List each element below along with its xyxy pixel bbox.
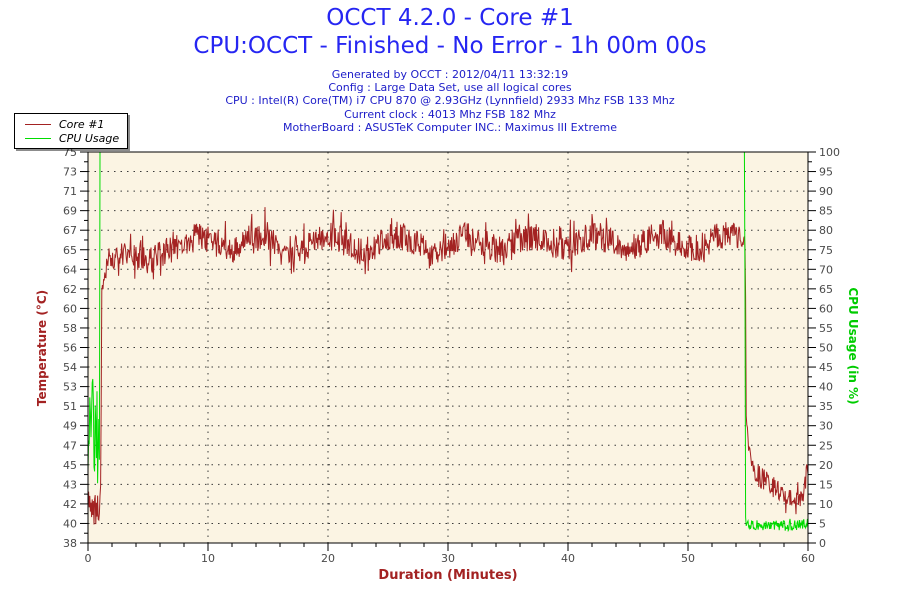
- legend-label-cpu-usage: CPU Usage: [59, 131, 120, 145]
- y-right-tick-label: 75: [819, 244, 833, 257]
- chart-title: OCCT 4.2.0 - Core #1: [326, 5, 574, 31]
- y-left-tick-label: 49: [63, 420, 77, 433]
- y-left-tick-label: 42: [63, 498, 77, 511]
- y-left-tick-label: 38: [63, 537, 77, 550]
- y-right-tick-label: 40: [819, 381, 833, 394]
- cpu-usage-line-swatch: [25, 137, 51, 139]
- y-left-tick-label: 67: [63, 224, 77, 237]
- x-tick-label: 50: [681, 552, 695, 565]
- y-right-tick-label: 20: [819, 459, 833, 472]
- core1-line-swatch: [25, 123, 51, 125]
- legend-item-cpu-usage: CPU Usage: [19, 131, 123, 145]
- info-line-clock: Current clock : 4013 Mhz FSB 182 Mhz: [344, 107, 556, 121]
- x-tick-label: 30: [441, 552, 455, 565]
- y-left-tick-label: 65: [63, 244, 77, 257]
- y-left-tick-label: 47: [63, 439, 77, 452]
- info-line-generated: Generated by OCCT : 2012/04/11 13:32:19: [331, 68, 569, 81]
- info-line-config: Config : Large Data Set, use all logical…: [328, 81, 572, 95]
- y-right-tick-label: 65: [819, 283, 833, 296]
- y-left-tick-label: 45: [63, 459, 77, 472]
- legend-label-core1: Core #1: [59, 117, 105, 131]
- y-right-tick-label: 60: [819, 302, 833, 315]
- y-right-tick-label: 10: [819, 498, 833, 511]
- x-tick-label: 60: [801, 552, 815, 565]
- y-left-tick-label: 62: [63, 283, 77, 296]
- right-axis-title: CPU Usage (in %): [846, 287, 860, 404]
- y-left-tick-label: 43: [63, 478, 77, 491]
- temperature-series-line: [87, 207, 809, 525]
- y-right-tick-label: 85: [819, 205, 833, 218]
- y-right-tick-label: 30: [819, 420, 833, 433]
- system-info-block: Generated by OCCT : 2012/04/11 13:32:19 …: [0, 68, 900, 134]
- y-left-tick-label: 58: [63, 322, 77, 335]
- y-right-tick-label: 15: [819, 478, 833, 491]
- y-right-tick-label: 90: [819, 185, 833, 198]
- y-right-tick-label: 80: [819, 224, 833, 237]
- x-tick-label: 20: [321, 552, 335, 565]
- y-right-tick-label: 25: [819, 439, 833, 452]
- y-right-tick-label: 100: [819, 146, 840, 159]
- x-tick-label: 40: [561, 552, 575, 565]
- y-left-tick-label: 54: [63, 361, 77, 374]
- legend-item-core1: Core #1: [19, 117, 123, 131]
- y-left-tick-label: 71: [63, 185, 77, 198]
- y-left-tick-label: 40: [63, 517, 77, 530]
- y-left-tick-label: 53: [63, 381, 77, 394]
- chart-subtitle: CPU:OCCT - Finished - No Error - 1h 00m …: [193, 33, 707, 59]
- legend: Core #1 CPU Usage: [14, 113, 128, 149]
- left-axis-title: Temperature (°C): [35, 290, 49, 406]
- y-left-tick-label: 56: [63, 342, 77, 355]
- info-line-motherboard: MotherBoard : ASUSTeK Computer INC.: Max…: [283, 120, 617, 134]
- y-right-tick-label: 95: [819, 166, 833, 179]
- x-tick-label: 10: [201, 552, 215, 565]
- x-axis-title: Duration (Minutes): [378, 568, 517, 583]
- y-right-tick-label: 45: [819, 361, 833, 374]
- y-left-tick-label: 73: [63, 166, 77, 179]
- y-left-tick-label: 69: [63, 205, 77, 218]
- y-right-tick-label: 50: [819, 342, 833, 355]
- x-tick-label: 0: [85, 552, 92, 565]
- y-left-tick-label: 51: [63, 400, 77, 413]
- y-left-tick-label: 64: [63, 263, 77, 276]
- y-right-tick-label: 35: [819, 400, 833, 413]
- y-right-tick-label: 0: [819, 537, 826, 550]
- plot-border: [87, 151, 809, 544]
- y-right-tick-label: 70: [819, 263, 833, 276]
- y-right-tick-label: 5: [819, 517, 826, 530]
- y-left-tick-label: 60: [63, 302, 77, 315]
- y-left-tick-label: 75: [63, 146, 77, 159]
- y-right-tick-label: 55: [819, 322, 833, 335]
- info-line-cpu: CPU : Intel(R) Core(TM) i7 CPU 870 @ 2.9…: [225, 94, 675, 108]
